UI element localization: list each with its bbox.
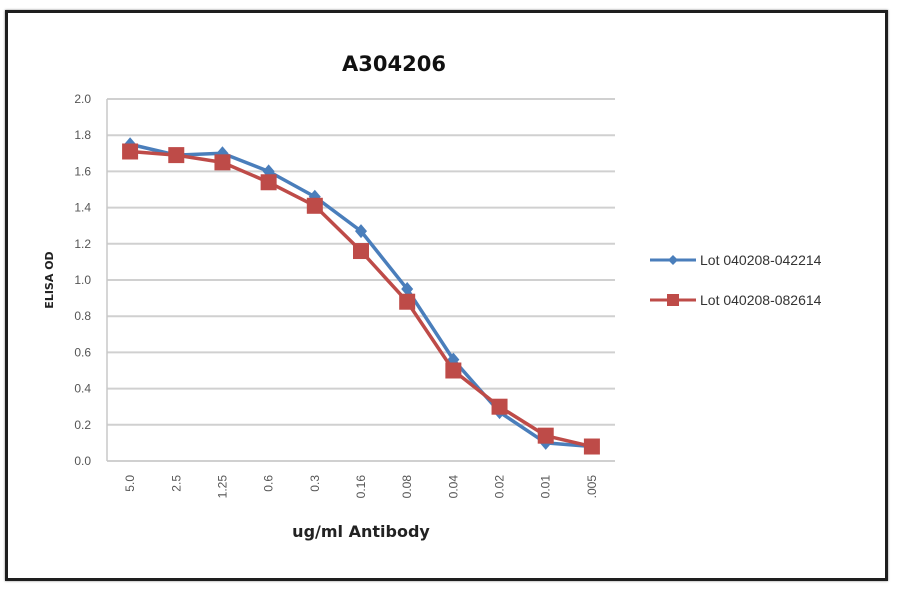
data-point <box>537 427 554 444</box>
diamond-marker-icon <box>650 255 696 265</box>
x-tick-label: 0.08 <box>400 475 414 499</box>
data-point <box>583 438 600 455</box>
y-tick-label: 1.8 <box>74 128 91 142</box>
y-tick-label: 0.8 <box>74 309 91 323</box>
data-point <box>260 174 277 191</box>
legend-label: Lot 040208-042214 <box>700 252 822 268</box>
x-tick-label: 0.01 <box>539 475 553 499</box>
y-tick-label: 1.6 <box>74 164 91 178</box>
series-line-2 <box>129 149 593 449</box>
series-line-1 <box>129 142 593 449</box>
x-tick-label: 0.02 <box>493 475 507 499</box>
data-point <box>168 147 185 164</box>
y-tick-label: 1.0 <box>74 273 91 287</box>
data-point <box>122 143 139 160</box>
y-tick-label: 0.4 <box>74 382 91 396</box>
legend: Lot 040208-042214 Lot 040208-082614 <box>650 249 821 329</box>
data-point <box>401 282 414 297</box>
y-axis-label: ELISA OD <box>43 251 56 308</box>
y-tick-label: 0.2 <box>74 418 91 432</box>
data-point <box>306 197 323 214</box>
x-axis-label: ug/ml Antibody <box>292 522 430 541</box>
x-tick-label: 5.0 <box>123 475 137 492</box>
data-point <box>491 398 508 415</box>
x-tick-label: 2.5 <box>169 475 183 492</box>
x-tick-label: 0.16 <box>354 475 368 499</box>
data-point <box>445 362 462 379</box>
y-tick-label: 0.0 <box>74 454 91 468</box>
x-tick-label: 0.6 <box>262 475 276 492</box>
x-tick-label: 1.25 <box>215 475 229 499</box>
data-point <box>214 154 231 171</box>
x-tick-label: 0.3 <box>308 475 322 492</box>
y-tick-label: 0.6 <box>74 345 91 359</box>
chart-frame <box>5 10 888 581</box>
legend-label: Lot 040208-082614 <box>700 292 822 308</box>
data-point <box>399 293 416 310</box>
data-point <box>353 243 369 260</box>
chart-title: A304206 <box>342 52 446 76</box>
y-tick-label: 1.2 <box>74 237 91 251</box>
x-tick-label: 0.04 <box>446 475 460 499</box>
square-marker-icon <box>650 294 696 306</box>
y-tick-label: 2.0 <box>74 92 91 106</box>
legend-item-series-2: Lot 040208-082614 <box>650 289 821 311</box>
x-tick-label: .005 <box>585 475 599 499</box>
data-point <box>355 224 367 239</box>
y-tick-label: 1.4 <box>74 201 91 215</box>
legend-item-series-1: Lot 040208-042214 <box>650 249 821 271</box>
